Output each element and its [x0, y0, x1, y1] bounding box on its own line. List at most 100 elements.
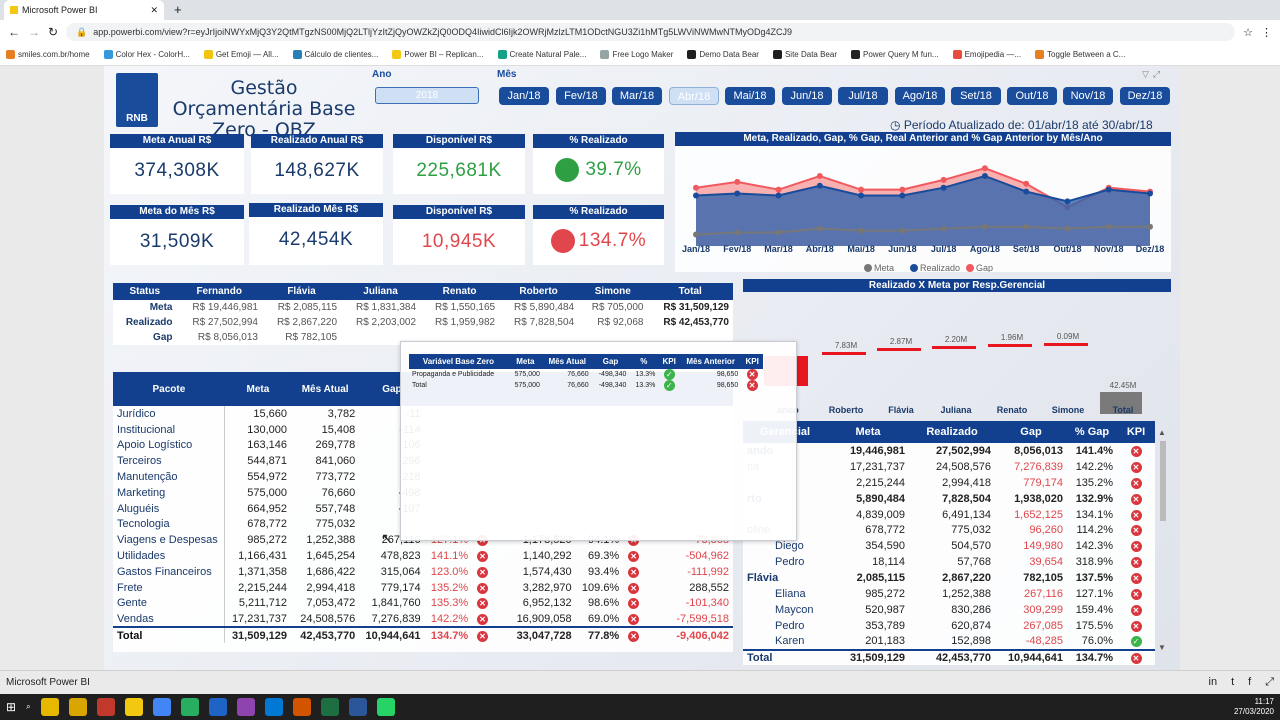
data-point[interactable]	[858, 227, 865, 234]
bookmark-item[interactable]: Toggle Between a C...	[1035, 50, 1125, 59]
data-point[interactable]	[981, 173, 988, 179]
app-icon[interactable]	[68, 698, 87, 716]
bookmark-item[interactable]: Demo Data Bear	[687, 50, 759, 59]
data-point[interactable]	[940, 184, 947, 191]
focus-mode-icon[interactable]: ⤢	[1152, 69, 1161, 79]
chrome-icon[interactable]	[152, 698, 171, 716]
data-point[interactable]	[981, 165, 988, 172]
data-point[interactable]	[1064, 198, 1071, 205]
pacote-name[interactable]: Viagens e Despesas	[113, 532, 226, 549]
scroll-thumb[interactable]	[1160, 441, 1166, 521]
table-row[interactable]: Tecnologia 678,772 775,032	[113, 516, 733, 533]
table-row[interactable]: Maycon 520,987 830,286 309,299 159.4% ✕	[743, 602, 1155, 618]
data-point[interactable]	[1023, 188, 1030, 195]
powerbi-icon[interactable]	[124, 698, 143, 716]
column-header[interactable]: Status	[113, 283, 177, 300]
responsavel-name[interactable]: Karen	[775, 635, 805, 648]
table-row[interactable]: 2,215,244 2,994,418 779,174 135.2% ✕	[743, 475, 1155, 491]
month-button[interactable]: Ago/18	[895, 87, 945, 105]
data-point[interactable]	[1023, 223, 1030, 230]
new-tab-icon[interactable]: +	[174, 2, 182, 17]
bookmark-item[interactable]: Cálculo de clientes...	[292, 50, 378, 59]
table-row[interactable]: Gente 5,211,712 7,053,472 1,841,760 135.3% ✕ 6…	[113, 595, 733, 612]
data-point[interactable]	[899, 227, 906, 234]
waterfall-bar[interactable]	[988, 344, 1032, 347]
column-header[interactable]: Pacote	[113, 372, 225, 406]
file-explorer-icon[interactable]	[40, 698, 59, 716]
scroll-down-icon[interactable]: ▼	[1158, 643, 1166, 652]
month-button[interactable]: Dez/18	[1120, 87, 1170, 105]
responsavel-name[interactable]: Flávia	[747, 572, 779, 585]
column-header[interactable]: Roberto	[499, 283, 579, 300]
column-header[interactable]: Meta	[224, 372, 291, 406]
filter-icon[interactable]: ▽	[1142, 69, 1149, 79]
table-row[interactable]: 4,839,009 6,491,134 1,652,125 134.1% ✕	[743, 507, 1155, 523]
table-row[interactable]: Pedro 18,114 57,768 39,654 318.9% ✕	[743, 554, 1155, 570]
month-button[interactable]: Jun/18	[782, 87, 832, 105]
month-button[interactable]: Mai/18	[725, 87, 775, 105]
responsavel-name[interactable]: Diego	[775, 540, 804, 553]
column-header[interactable]: Simone	[578, 283, 648, 300]
pacote-name[interactable]: Institucional	[113, 421, 226, 438]
year-slicer[interactable]: 2018	[375, 87, 479, 104]
data-point[interactable]	[940, 176, 947, 183]
total-row[interactable]: Total 31,509,129 42,453,770 10,944,641 134.7…	[743, 649, 1155, 665]
column-header[interactable]: Total	[647, 283, 733, 300]
data-point[interactable]	[775, 186, 782, 193]
table-row[interactable]: Flávia 2,085,115 2,867,220 782,105 137.5% ✕	[743, 570, 1155, 586]
table-row[interactable]: Karen 201,183 152,898 -48,285 76.0% ✓	[743, 634, 1155, 650]
data-point[interactable]	[858, 192, 865, 199]
waterfall-svg[interactable]: ando7.83MRoberto2.87MFlávia2.20MJuliana1…	[743, 292, 1171, 455]
bookmark-item[interactable]: Power BI – Replican...	[392, 50, 484, 59]
month-button[interactable]: Abr/18	[669, 87, 719, 105]
data-point[interactable]	[816, 225, 823, 232]
pacote-name[interactable]: Total	[113, 627, 226, 643]
pacote-name[interactable]: Aluguéis	[113, 500, 226, 517]
responsavel-name[interactable]: Pedro	[775, 556, 805, 569]
search-icon[interactable]: ⌕	[26, 702, 31, 711]
pacote-name[interactable]: Terceiros	[113, 453, 226, 470]
month-button[interactable]: Set/18	[951, 87, 1001, 105]
extensions-icon[interactable]: ⋮	[1261, 26, 1272, 39]
word-icon[interactable]	[348, 698, 367, 716]
pacote-name[interactable]: Gastos Financeiros	[113, 563, 226, 580]
data-point[interactable]	[1105, 223, 1112, 230]
month-button[interactable]: Nov/18	[1063, 87, 1113, 105]
data-point[interactable]	[940, 225, 947, 232]
column-header[interactable]: Realizado	[909, 421, 995, 443]
table-row[interactable]: Utilidades 1,166,431 1,645,254 478,823 141.1…	[113, 548, 733, 564]
data-point[interactable]	[816, 182, 823, 189]
bookmark-item[interactable]: Free Logo Maker	[600, 50, 673, 59]
powerpoint-icon[interactable]	[292, 698, 311, 716]
pacote-name[interactable]: Frete	[113, 579, 226, 596]
column-header[interactable]: Juliana	[341, 283, 421, 300]
data-point[interactable]	[693, 192, 699, 199]
data-point[interactable]	[775, 229, 782, 236]
data-point[interactable]	[1147, 190, 1153, 197]
data-point[interactable]	[693, 184, 699, 191]
table-row[interactable]: Pedro 353,789 620,874 267,085 175.5% ✕	[743, 618, 1155, 634]
month-button[interactable]: Mar/18	[612, 87, 662, 105]
bookmark-item[interactable]: Create Natural Pale...	[497, 50, 586, 59]
pacote-name[interactable]: Gente	[113, 595, 226, 612]
data-point[interactable]	[734, 190, 741, 197]
excel-icon[interactable]	[320, 698, 339, 716]
data-point[interactable]	[816, 173, 823, 179]
table-row[interactable]: Eliana 985,272 1,252,388 267,116 127.1% ✕	[743, 586, 1155, 602]
bookmark-item[interactable]: smiles.com.br/home	[6, 50, 90, 59]
month-button[interactable]: Jan/18	[499, 87, 549, 105]
data-point[interactable]	[775, 192, 782, 199]
column-header[interactable]: Meta	[827, 421, 909, 443]
table-row[interactable]: Gastos Financeiros 1,371,358 1,686,422 315,…	[113, 563, 733, 580]
outlook-icon[interactable]	[264, 698, 283, 716]
linkedin-icon[interactable]: in	[1208, 676, 1218, 688]
month-button[interactable]: Jul/18	[838, 87, 888, 105]
waterfall-bar[interactable]	[932, 346, 976, 349]
url-bar[interactable]: 🔒 app.powerbi.com/view?r=eyJrIjoiNWYxMjQ…	[66, 23, 1236, 41]
waterfall-bar[interactable]	[1044, 343, 1088, 346]
pacote-name[interactable]: Marketing	[113, 484, 226, 501]
